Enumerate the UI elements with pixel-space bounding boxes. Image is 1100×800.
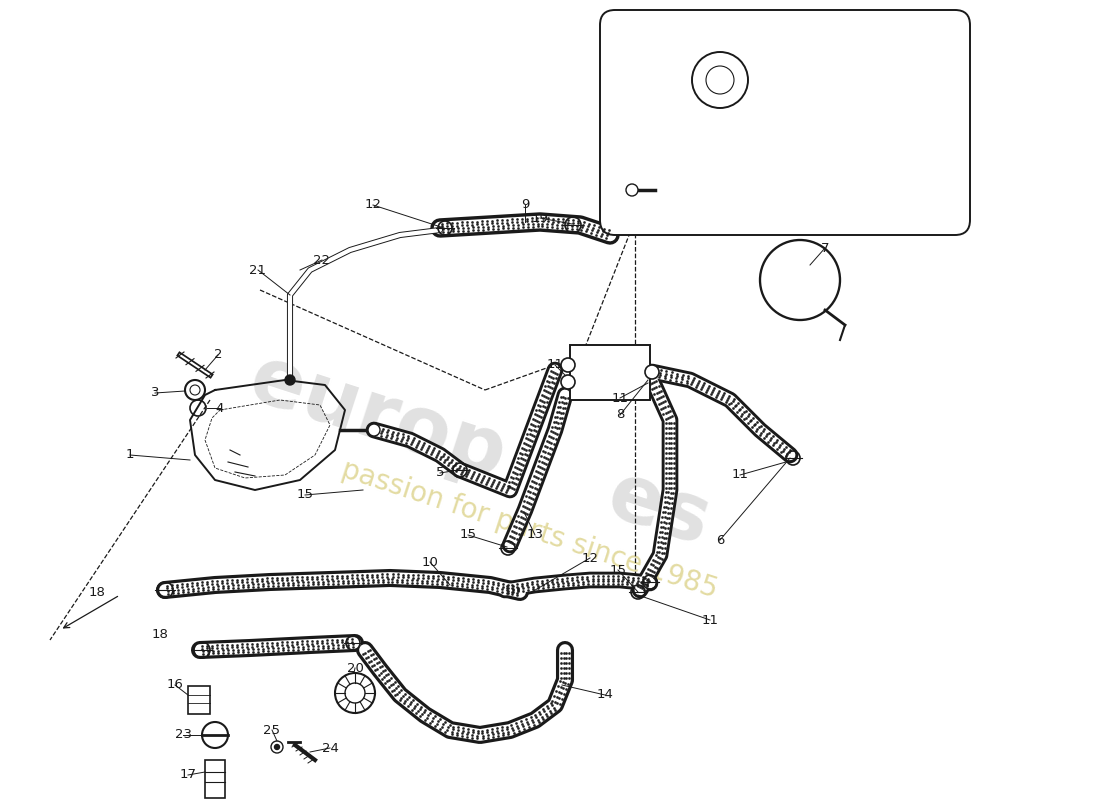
Text: 16: 16 — [166, 678, 184, 691]
Circle shape — [275, 745, 279, 750]
Text: 22: 22 — [314, 254, 330, 266]
Text: 7: 7 — [821, 242, 829, 254]
Text: 24: 24 — [321, 742, 339, 754]
Text: passion for parts since 1985: passion for parts since 1985 — [339, 456, 722, 604]
Circle shape — [561, 358, 575, 372]
Bar — [570, 345, 650, 400]
Text: 15: 15 — [609, 563, 627, 577]
Text: 2: 2 — [213, 349, 222, 362]
Text: 11: 11 — [547, 358, 563, 371]
Text: europ    es: europ es — [240, 339, 719, 561]
Text: 10: 10 — [421, 555, 439, 569]
Text: 19: 19 — [531, 211, 549, 225]
Text: 12: 12 — [364, 198, 382, 211]
Circle shape — [561, 375, 575, 389]
Text: 23: 23 — [175, 729, 191, 742]
Text: 15: 15 — [297, 489, 313, 502]
Text: 11: 11 — [612, 391, 628, 405]
Text: 4: 4 — [216, 402, 224, 414]
Text: 17: 17 — [179, 769, 197, 782]
Text: 6: 6 — [716, 534, 724, 546]
FancyBboxPatch shape — [600, 10, 970, 235]
Text: 18: 18 — [89, 586, 106, 599]
Text: 9: 9 — [520, 198, 529, 211]
Text: 12: 12 — [582, 551, 598, 565]
Text: 3: 3 — [151, 386, 160, 399]
Text: 13: 13 — [527, 529, 543, 542]
Text: 1: 1 — [125, 449, 134, 462]
Text: 21: 21 — [250, 263, 266, 277]
Text: 25: 25 — [264, 723, 280, 737]
Text: 20: 20 — [346, 662, 363, 674]
Circle shape — [285, 375, 295, 385]
Text: 11: 11 — [702, 614, 718, 626]
Text: 15: 15 — [460, 529, 476, 542]
Text: 8: 8 — [616, 409, 624, 422]
Circle shape — [626, 184, 638, 196]
Circle shape — [645, 365, 659, 379]
Bar — [188, 686, 210, 714]
Text: 5: 5 — [436, 466, 444, 479]
Bar — [205, 760, 225, 798]
Text: 14: 14 — [596, 689, 614, 702]
Circle shape — [368, 424, 379, 436]
Text: 18: 18 — [152, 629, 168, 642]
Text: 11: 11 — [732, 469, 748, 482]
